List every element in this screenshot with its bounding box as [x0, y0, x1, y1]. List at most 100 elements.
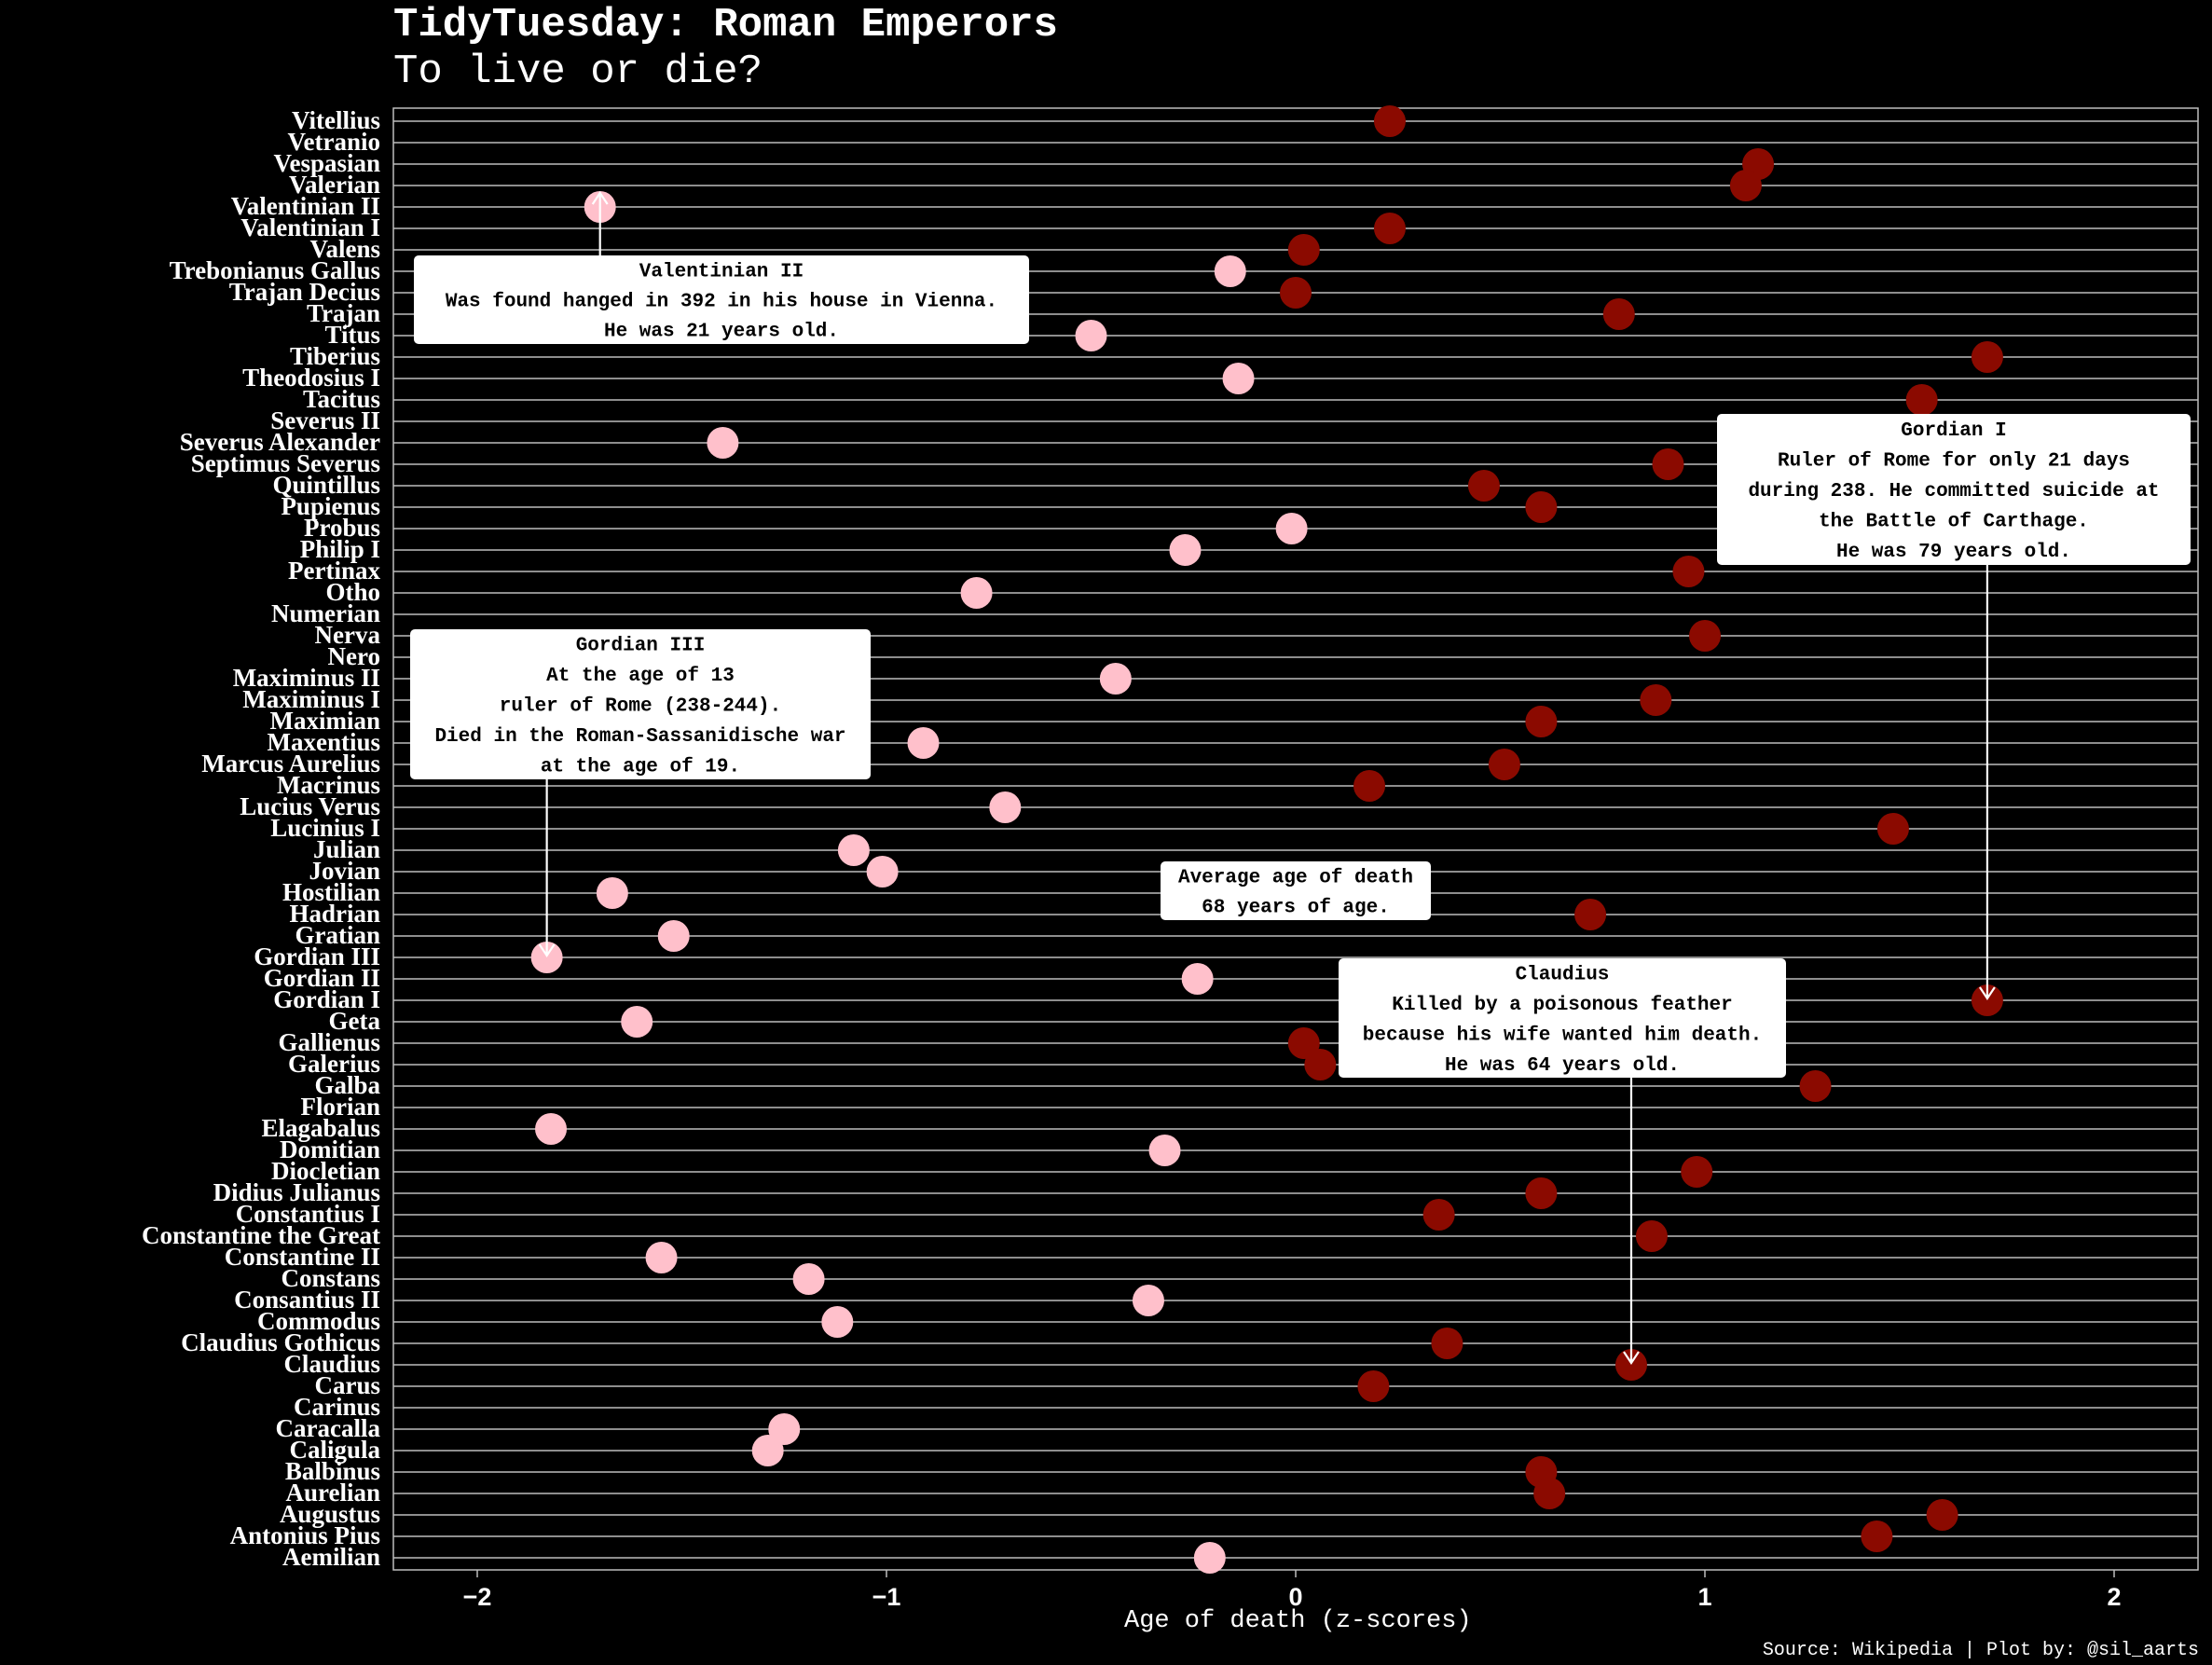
data-point [1905, 384, 1938, 416]
chart-title: TidyTuesday: Roman Emperors [393, 2, 1058, 48]
y-tick-label: Vespasian [273, 149, 380, 177]
data-point [1602, 298, 1635, 330]
data-point [596, 877, 628, 909]
data-point [1357, 1370, 1390, 1402]
data-point [1373, 213, 1406, 244]
x-tick-label: 0 [1288, 1583, 1302, 1611]
y-tick-label: Nero [328, 642, 380, 670]
y-tick-label: Trajan [307, 299, 380, 327]
data-point [1574, 899, 1607, 930]
data-point [1287, 1027, 1320, 1059]
y-tick-label: Valens [309, 235, 380, 263]
y-tick-label: Titus [324, 321, 380, 349]
data-point [1304, 1049, 1337, 1080]
y-tick-label: Galba [314, 1071, 380, 1099]
data-point [1652, 448, 1684, 480]
data-point [1971, 341, 2003, 373]
y-tick-label: Vetranio [288, 128, 381, 156]
data-point [1488, 749, 1520, 780]
annotation-text: because his wife wanted him death. [1363, 1025, 1762, 1046]
data-point [1193, 1542, 1226, 1574]
data-point [1287, 234, 1320, 266]
data-point [1467, 470, 1500, 502]
y-tick-label: Didius Julianus [213, 1178, 380, 1206]
y-tick-label: Carinus [294, 1393, 380, 1421]
data-point [1926, 1499, 1958, 1531]
y-tick-label: Theodosius I [242, 364, 380, 392]
arrowhead [538, 943, 556, 957]
data-point [1729, 170, 1762, 201]
y-tick-label: Hadrian [289, 900, 380, 928]
y-tick-label: Vitellius [292, 106, 380, 134]
annotation-text: at the age of 19. [541, 757, 740, 778]
y-tick-label: Carus [314, 1371, 380, 1399]
data-point [1422, 1199, 1455, 1231]
y-tick-label: Valerian [289, 171, 380, 199]
y-tick-label: Aurelian [285, 1479, 380, 1507]
data-point [1075, 320, 1107, 351]
y-tick-label: Maximinus II [233, 664, 380, 692]
y-tick-label: Aemilian [282, 1543, 380, 1571]
annotation-text: Died in the Roman-Sassanidische war [434, 726, 845, 748]
data-point [1148, 1135, 1181, 1166]
data-point [1181, 963, 1214, 995]
y-tick-label: Trebonianus Gallus [170, 256, 380, 284]
y-tick-label: Numerian [271, 599, 380, 627]
data-point [1132, 1285, 1164, 1316]
y-tick-label: Maximian [270, 707, 381, 735]
y-tick-label: Marcus Aurelius [201, 750, 380, 777]
y-tick-label: Valentinian I [240, 213, 380, 241]
y-tick-label: Commodus [257, 1307, 380, 1335]
y-tick-label: Augustus [280, 1500, 380, 1528]
y-tick-label: Constantius I [236, 1200, 380, 1228]
data-point [751, 1435, 784, 1466]
data-point [1169, 534, 1202, 566]
y-tick-label: Macrinus [277, 771, 380, 799]
chart-caption: Source: Wikipedia | Plot by: @sil_aarts [1762, 1640, 2199, 1661]
annotation-box [1717, 414, 2191, 565]
y-tick-label: Gordian II [264, 964, 380, 992]
annotation-text: Was found hanged in 392 in his house in … [446, 292, 997, 313]
y-tick-label: Gratian [295, 921, 381, 949]
annotation-text: Valentinian II [639, 262, 804, 283]
annotation-text: He was 79 years old. [1836, 542, 2071, 563]
x-tick-label: −1 [872, 1583, 901, 1611]
data-point [1640, 684, 1672, 716]
annotation-text: He was 64 years old. [1445, 1055, 1680, 1077]
y-tick-label: Otho [325, 578, 380, 606]
data-point [792, 1263, 825, 1295]
y-tick-label: Domitian [280, 1135, 380, 1163]
data-point [1672, 556, 1705, 587]
y-tick-label: Quintillus [272, 471, 380, 499]
data-point [1971, 984, 2003, 1016]
annotation-text: ruler of Rome (238-244). [500, 696, 781, 718]
y-tick-label: Philip I [300, 535, 380, 563]
data-point [1876, 813, 1909, 845]
data-point [1635, 1220, 1668, 1252]
y-tick-label: Balbinus [285, 1457, 380, 1485]
annotation-box [1161, 861, 1431, 920]
data-point [657, 920, 690, 952]
data-point [1681, 1156, 1713, 1188]
y-tick-label: Septimus Severus [191, 449, 380, 477]
annotation-text: Killed by a poisonous feather [1392, 995, 1732, 1016]
annotation-text: during 238. He committed suicide at [1748, 481, 2159, 502]
annotation-text: Gordian III [576, 636, 706, 657]
data-point [535, 1113, 568, 1145]
data-point [1280, 277, 1312, 309]
y-tick-label: Claudius [283, 1350, 380, 1378]
y-tick-label: Antonius Pius [230, 1521, 380, 1549]
arrowhead [1623, 1351, 1640, 1365]
data-point [907, 727, 940, 759]
y-tick-label: Gordian III [254, 943, 380, 970]
y-tick-label: Severus Alexander [180, 428, 380, 456]
annotation-text: He was 21 years old. [604, 322, 839, 343]
y-tick-label: Lucinius I [270, 814, 380, 842]
data-point [821, 1306, 854, 1338]
y-tick-label: Nerva [315, 621, 381, 649]
y-tick-label: Pertinax [288, 557, 380, 585]
y-tick-label: Geta [329, 1007, 381, 1035]
y-tick-label: Hostilian [282, 878, 380, 906]
y-tick-label: Jovian [309, 857, 380, 885]
